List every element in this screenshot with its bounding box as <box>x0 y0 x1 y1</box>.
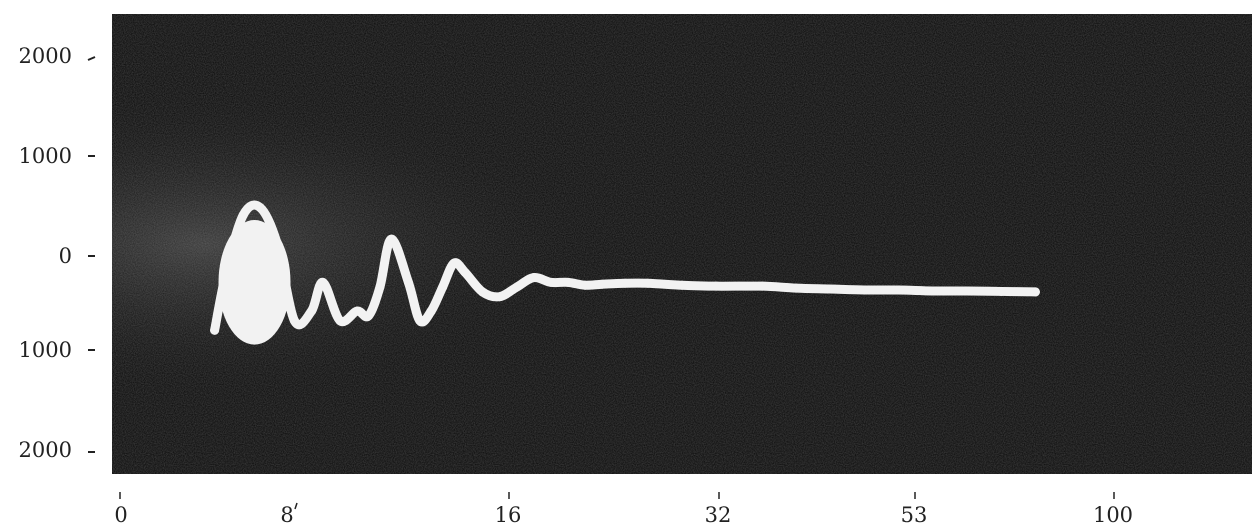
trace-point <box>352 306 362 316</box>
trace-point <box>495 292 505 302</box>
trace-point <box>426 306 436 316</box>
trace-point <box>711 281 721 291</box>
trace-point <box>620 278 630 288</box>
trace-point <box>449 258 459 268</box>
y-tick-label: 2000 <box>19 44 72 68</box>
x-tick-label: 32 <box>705 503 732 527</box>
trace-layer <box>210 200 1040 345</box>
trace-point <box>318 277 328 287</box>
trace-point <box>460 268 470 278</box>
trace-point <box>563 277 573 287</box>
trace-point <box>255 203 265 213</box>
y-tick-label: 0 <box>59 244 72 268</box>
trace-point <box>580 280 590 290</box>
trace-point <box>238 210 248 220</box>
trace-point <box>386 234 396 244</box>
trace-point <box>962 286 972 296</box>
trace-point <box>791 283 801 293</box>
x-tick-label: 100 <box>1093 503 1133 527</box>
y-axis: 2000 1000 0 1000 2000 <box>19 44 96 462</box>
trace-point <box>375 282 385 292</box>
trace-blob <box>218 220 291 345</box>
y-tick-mark <box>87 56 96 61</box>
trace-point <box>364 311 373 321</box>
x-tick-label: 53 <box>901 503 928 527</box>
x-axis: 0 8 16 32 53 100 <box>114 492 1133 527</box>
trace-point <box>415 316 425 326</box>
trace-point <box>335 316 345 326</box>
trace-point <box>438 282 448 292</box>
trace-point <box>928 286 938 296</box>
trace-point <box>757 281 767 291</box>
plot-grain <box>112 14 1252 474</box>
trace-point <box>403 277 413 287</box>
trace-point <box>1030 287 1040 297</box>
trace-point <box>677 280 687 290</box>
trace-point <box>307 306 316 316</box>
trace-point <box>894 285 904 295</box>
trace-point <box>546 277 556 287</box>
y-tick-label: 1000 <box>19 144 72 168</box>
x-tick-label: 8 <box>280 503 293 527</box>
trace-line <box>210 200 1040 335</box>
trace-point <box>478 287 487 297</box>
trace-point <box>996 286 1006 296</box>
trace-point <box>597 279 607 289</box>
trace-point <box>529 273 539 283</box>
trace-point <box>272 239 282 249</box>
trace-point <box>210 325 220 335</box>
x-tick-mark <box>294 502 298 510</box>
y-tick-label: 1000 <box>19 338 72 362</box>
x-tick-label: 16 <box>495 503 522 527</box>
trace-point <box>289 316 299 326</box>
trace-point <box>512 282 522 292</box>
trace-point <box>859 285 869 295</box>
trace-point <box>643 278 653 288</box>
trace-point <box>221 268 231 278</box>
y-tick-label: 2000 <box>19 438 72 462</box>
trace-point <box>825 284 835 294</box>
x-tick-label: 0 <box>114 503 127 527</box>
